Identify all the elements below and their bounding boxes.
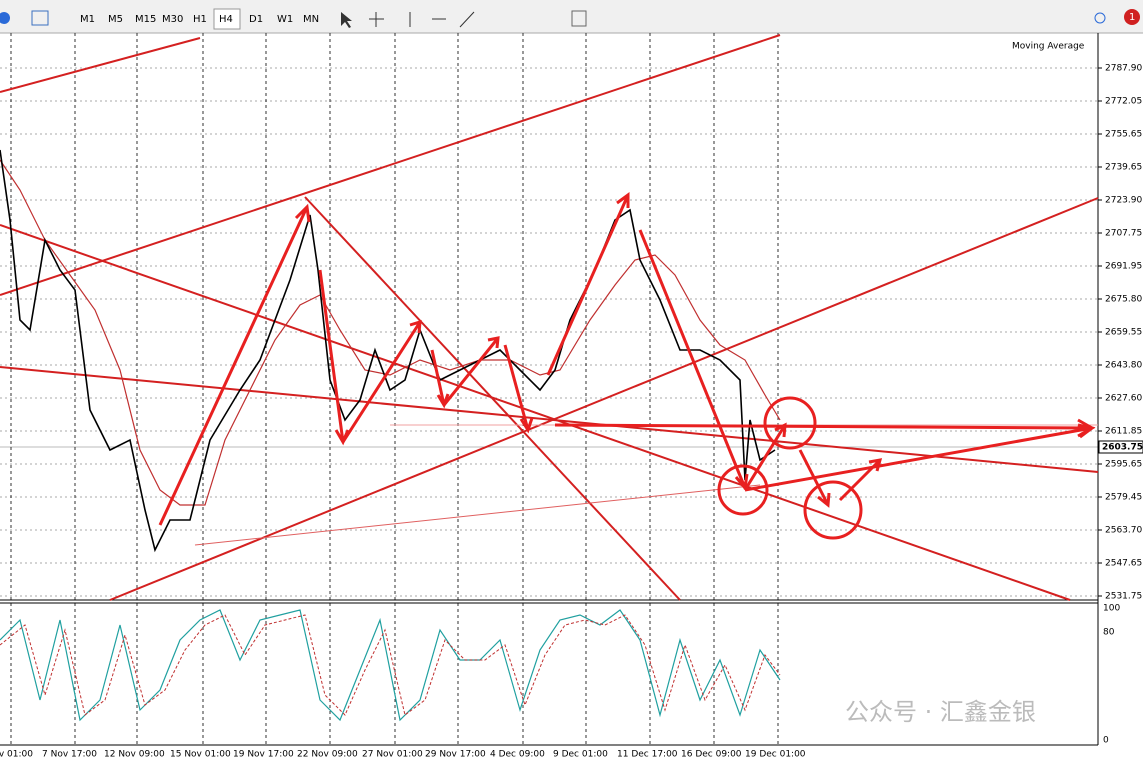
time-label: 16 Dec 09:00 xyxy=(681,750,742,760)
stochastic-main xyxy=(0,609,781,722)
time-label: 27 Nov 01:00 xyxy=(362,750,423,760)
price-label: 2659.55 xyxy=(1105,328,1142,338)
svg-text:1: 1 xyxy=(1129,12,1135,23)
chart-icon[interactable] xyxy=(31,10,49,26)
price-label: 2643.80 xyxy=(1105,361,1142,371)
time-label: 11 Dec 17:00 xyxy=(617,750,678,760)
price-label: 2772.05 xyxy=(1105,97,1142,107)
price-label: 2723.90 xyxy=(1105,196,1142,206)
line-tools[interactable] xyxy=(409,11,475,28)
price-label: 2627.60 xyxy=(1105,394,1142,404)
crosshair-tool[interactable] xyxy=(369,12,384,27)
timeframe-button[interactable]: D1 xyxy=(249,14,263,25)
oscillator-label: 100 xyxy=(1103,604,1120,614)
price-label: 2531.75 xyxy=(1105,592,1142,602)
price-label: 2739.65 xyxy=(1105,163,1142,173)
price-label: 2787.90 xyxy=(1105,64,1142,74)
timeframe-button[interactable]: H1 xyxy=(193,14,207,25)
timeframe-button[interactable]: W1 xyxy=(277,14,293,25)
time-label: 9 Dec 01:00 xyxy=(553,750,608,760)
indicator-label: Moving Average xyxy=(1012,42,1085,52)
price-label: 2675.80 xyxy=(1105,295,1142,305)
time-label: 29 Nov 17:00 xyxy=(425,750,486,760)
timeframe-button[interactable]: M5 xyxy=(108,14,123,25)
time-label: 19 Dec 01:00 xyxy=(745,750,806,760)
label-tool-box xyxy=(571,10,587,27)
search[interactable] xyxy=(1094,12,1106,24)
timeframe-button[interactable]: H4 xyxy=(219,14,233,25)
timeframe-button[interactable]: MN xyxy=(303,14,319,25)
timeframe-button[interactable]: M15 xyxy=(135,14,156,25)
arrows xyxy=(158,192,1096,540)
icon[interactable] xyxy=(0,12,10,24)
price-label: 2579.45 xyxy=(1105,493,1142,503)
drawings xyxy=(0,34,1099,601)
price-label: 2595.65 xyxy=(1105,460,1142,470)
cursor-tool[interactable] xyxy=(341,12,352,28)
time-label: 22 Nov 09:00 xyxy=(297,750,358,760)
price xyxy=(0,149,776,553)
watermark: 公众号 · 汇鑫金银 xyxy=(845,698,1036,726)
stochastic-signal xyxy=(0,614,781,716)
price-label: 2563.70 xyxy=(1105,526,1142,536)
price-label: 2707.75 xyxy=(1105,229,1142,239)
moving-average xyxy=(0,159,781,506)
notifications[interactable] xyxy=(1124,9,1140,25)
time-label: 19 Nov 17:00 xyxy=(233,750,294,760)
price-label: 2547.65 xyxy=(1105,559,1142,569)
timeframe-button[interactable]: M1 xyxy=(80,14,95,25)
time-label: 12 Nov 09:00 xyxy=(104,750,165,760)
price-label: 2691.95 xyxy=(1105,262,1142,272)
current-price-box xyxy=(1098,440,1143,454)
oscillator-label: 80 xyxy=(1103,628,1115,638)
current-price: 2603.75 xyxy=(1102,443,1143,453)
price-label: 2755.65 xyxy=(1105,130,1142,140)
time-label: 4 Dec 09:00 xyxy=(490,750,545,760)
time-label: 7 Nov 17:00 xyxy=(42,750,97,760)
time-label: 4 Nov 01:00 xyxy=(0,750,33,760)
oscillator-label: 0 xyxy=(1103,736,1109,746)
timeframe-button[interactable]: M30 xyxy=(162,14,183,25)
price-label: 2611.85 xyxy=(1105,427,1142,437)
active-timeframe xyxy=(213,8,241,30)
time-label: 15 Nov 01:00 xyxy=(170,750,231,760)
